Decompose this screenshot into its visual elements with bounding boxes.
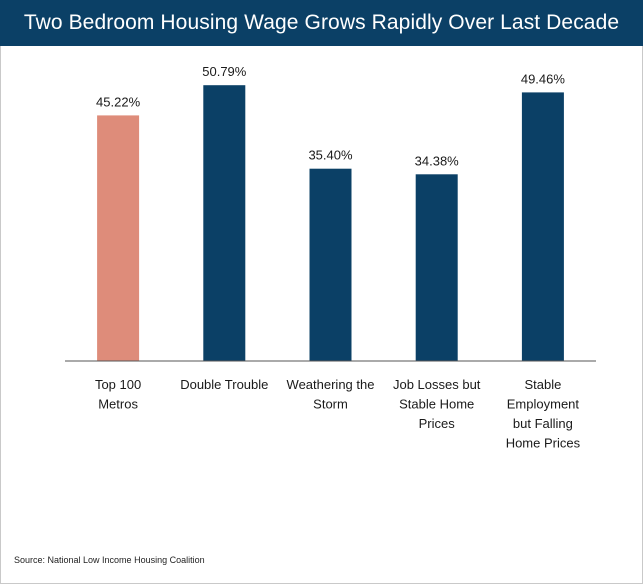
value-label-2: 35.40% [308, 148, 353, 163]
source-note: Source: National Low Income Housing Coal… [14, 555, 205, 565]
bar-0 [97, 115, 140, 362]
bar-3 [415, 174, 458, 361]
chart-title: Two Bedroom Housing Wage Grows Rapidly O… [23, 11, 620, 34]
category-label-1: Double Trouble [180, 377, 268, 392]
value-label-1: 50.79% [202, 64, 247, 79]
category-label-2: Weathering the Storm [287, 377, 375, 412]
category-label-4: Stable Employment but Falling Home Prices [506, 377, 581, 451]
bar-4 [521, 92, 564, 362]
bar-2 [309, 168, 352, 361]
category-label-0: Top 100 Metros [95, 377, 141, 412]
bar-1 [203, 85, 246, 361]
value-label-0: 45.22% [96, 94, 141, 109]
category-label-3: Job Losses but Stable Home Prices [393, 377, 481, 431]
value-label-4: 49.46% [521, 71, 566, 86]
bar-chart: 45.22% Top 100 Metros 50.79% Double Trouble 3… [65, 64, 596, 451]
title-bar: Two Bedroom Housing Wage Grows Rapidly O… [0, 0, 643, 46]
value-label-3: 34.38% [415, 153, 460, 168]
